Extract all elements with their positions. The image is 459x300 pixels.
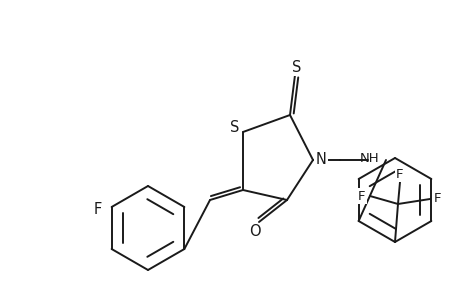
- Text: F: F: [395, 167, 403, 181]
- Text: O: O: [249, 224, 260, 239]
- Text: S: S: [230, 119, 239, 134]
- Text: F: F: [358, 190, 365, 202]
- Text: F: F: [93, 202, 101, 217]
- Text: F: F: [433, 193, 441, 206]
- Text: S: S: [291, 59, 301, 74]
- Text: NH: NH: [359, 152, 379, 166]
- Text: N: N: [315, 152, 326, 167]
